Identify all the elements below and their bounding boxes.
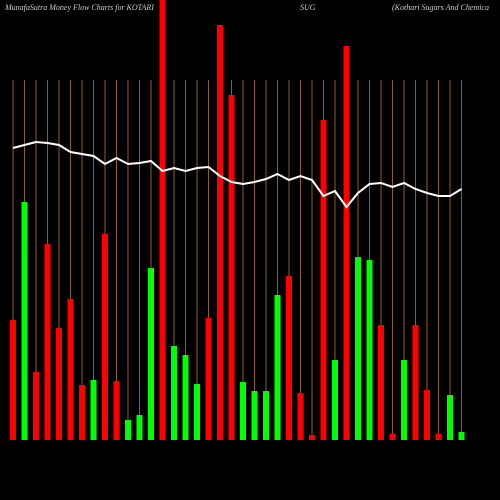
bar — [447, 395, 453, 440]
bar — [366, 260, 373, 440]
bar — [332, 360, 338, 440]
bar — [56, 328, 62, 440]
money-flow-line — [12, 140, 463, 209]
bar — [44, 244, 51, 440]
bar — [33, 372, 39, 440]
bar — [136, 415, 143, 440]
bar — [343, 46, 350, 440]
bar — [171, 346, 177, 440]
bar — [355, 257, 361, 440]
bar — [240, 382, 246, 440]
bar — [102, 234, 108, 440]
bar — [389, 434, 396, 440]
bar — [159, 0, 166, 440]
bar — [435, 434, 442, 440]
bar — [401, 360, 407, 440]
bar — [79, 385, 85, 440]
bar — [148, 268, 154, 440]
bar — [90, 380, 97, 440]
bar — [21, 202, 28, 440]
bar — [309, 435, 315, 440]
bar — [320, 120, 327, 440]
bar — [286, 276, 292, 440]
bar — [378, 325, 384, 440]
bar — [125, 420, 131, 440]
bar — [251, 391, 258, 440]
bar — [228, 95, 235, 440]
chart-title: (Kothari Sugars And Chemica — [392, 3, 489, 12]
chart-title: SUG — [300, 3, 316, 12]
bar — [424, 390, 430, 440]
bar — [263, 391, 269, 440]
bar — [205, 318, 212, 440]
bar — [297, 393, 304, 440]
bar — [458, 432, 465, 440]
chart-title: MunafaSutra Money Flow Charts for KOTARI — [4, 3, 154, 12]
bar — [217, 25, 223, 440]
bar — [10, 320, 16, 440]
bar — [274, 295, 281, 440]
bar — [412, 325, 419, 440]
bar — [182, 355, 189, 440]
bar — [113, 381, 120, 440]
bar — [67, 299, 74, 440]
bar — [194, 384, 200, 440]
